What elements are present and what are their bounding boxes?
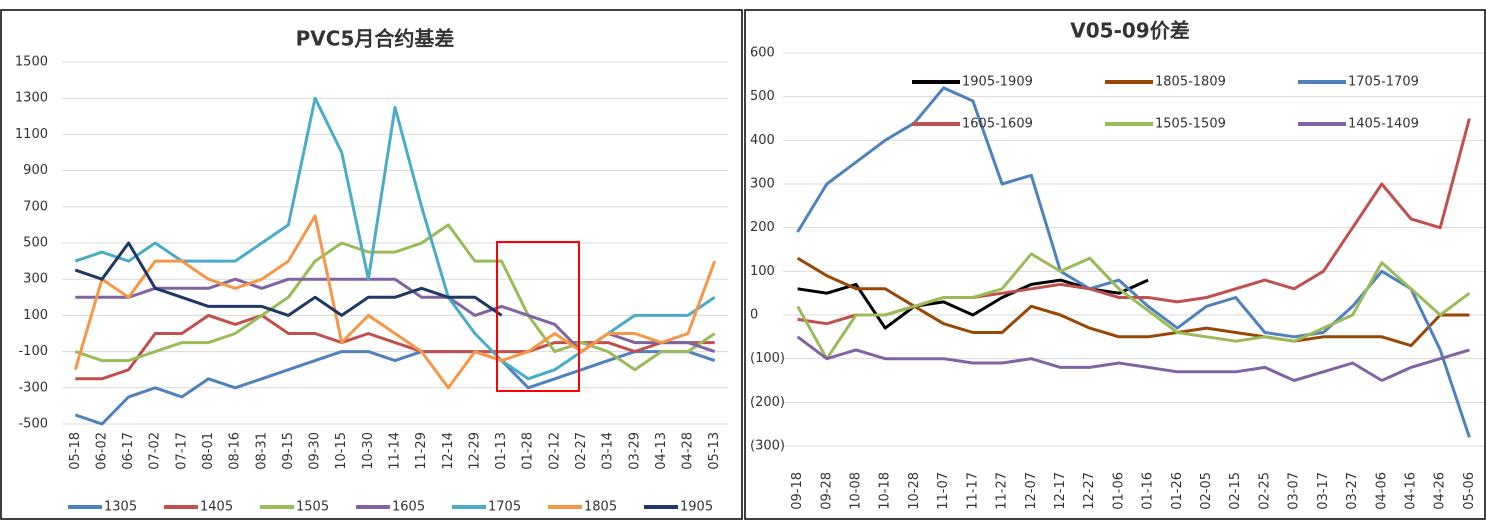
y-tick-label: 600 [750,46,775,61]
x-tick-label: 03-17 [1316,472,1331,510]
x-tick-label: 09-30 [308,432,323,470]
series-line [74,350,716,426]
y-tick-label: 400 [750,133,775,148]
x-tick-label: 02-15 [1228,472,1243,510]
legend-label: 1305 [104,500,137,515]
x-tick-label: 10-28 [907,472,922,510]
x-tick-label: 09-28 [819,472,834,510]
x-tick-label: 08-16 [228,432,243,470]
series-line [75,313,715,381]
x-tick-label: 01-06 [1111,472,1126,510]
x-tick-label: 01-26 [1170,472,1185,510]
y-tick-label: 1500 [15,55,48,70]
y-tick-label: (300) [750,439,785,454]
x-tick-label: 10-30 [361,432,376,470]
y-tick-label: -300 [18,380,48,395]
x-tick-label: 10-08 [849,472,864,510]
x-tick-label: 12-29 [467,432,482,470]
x-tick-label: 06-17 [121,432,136,470]
chart-title: PVC5月合约基差 [296,27,455,51]
legend-label: 1405-1409 [1348,117,1419,132]
y-tick-label: (200) [750,395,785,410]
y-tick-label: 300 [750,177,775,192]
y-tick-label: 100 [23,308,48,323]
y-tick-label: 0 [750,308,758,323]
y-tick-label: 900 [23,163,48,178]
x-tick-label: 02-27 [574,432,589,470]
x-tick-label: 11-07 [936,472,951,510]
x-tick-label: 04-28 [681,432,696,470]
x-tick-label: 01-16 [1141,472,1156,510]
x-tick-label: 12-17 [1053,472,1068,510]
legend-label: 1805-1809 [1155,75,1226,90]
x-tick-label: 03-29 [627,432,642,470]
highlight-box [496,241,580,392]
y-tick-label: -500 [18,417,48,432]
x-tick-label: 07-02 [148,432,163,470]
legend-label: 1905 [680,500,713,515]
x-tick-label: 03-14 [601,432,616,470]
legend-label: 1905-1909 [962,75,1033,90]
y-tick-label: 300 [23,272,48,287]
x-tick-label: 08-31 [254,432,269,470]
series-line [796,252,1471,361]
x-tick-label: 11-29 [414,432,429,470]
x-tick-label: 11-17 [965,472,980,510]
y-tick-label: 100 [750,264,775,279]
x-tick-label: 12-27 [1082,472,1097,510]
x-tick-label: 04-26 [1433,472,1448,510]
x-tick-label: 11-14 [388,432,403,470]
x-tick-label: 04-16 [1403,472,1418,510]
series-line [796,256,1470,348]
y-tick-label: 1300 [15,91,48,106]
legend-label: 1605-1609 [962,117,1033,132]
x-tick-label: 03-27 [1345,472,1360,510]
x-tick-label: 01-28 [521,432,536,470]
series-line [796,86,1471,438]
x-tick-label: 05-13 [707,432,722,470]
legend-label: 1705-1709 [1348,75,1419,90]
legend-label: 1805 [584,500,617,515]
legend-label: 1705 [488,500,521,515]
x-tick-label: 10-18 [878,472,893,510]
panel-border [744,9,1486,520]
x-tick-label: 09-18 [790,472,805,510]
y-tick-label: (100) [750,351,785,366]
x-tick-label: 11-27 [995,472,1010,510]
y-tick-label: 700 [23,199,48,214]
y-tick-label: 1100 [15,127,48,142]
legend-label: 1405 [200,500,233,515]
series-line [74,241,503,317]
x-tick-label: 10-15 [334,432,349,470]
plots: -500 -300 -100 100 300 500 700 900 1100 1300 1500 0… [15,46,1484,515]
x-tick-label: 02-25 [1257,472,1272,510]
chart-title: V05-09价差 [1070,19,1189,43]
legend-label: 1605 [392,500,425,515]
series-line [796,335,1470,382]
panel-border [0,9,743,520]
x-tick-label: 02-12 [547,432,562,470]
x-tick-label: 12-07 [1024,472,1039,510]
x-tick-label: 04-13 [654,432,669,470]
x-tick-label: 07-17 [174,432,189,470]
x-tick-label: 02-05 [1199,472,1214,510]
legend-label: 1505 [296,500,329,515]
x-tick-label: 04-06 [1374,472,1389,510]
x-tick-label: 01-13 [494,432,509,470]
x-tick-label: 12-14 [441,432,456,470]
x-tick-label: 08-01 [201,432,216,470]
x-tick-label: 05-06 [1462,472,1477,510]
y-tick-label: 500 [23,236,48,251]
series-line [73,214,717,390]
series-line [74,223,716,372]
x-tick-label: 03-07 [1287,472,1302,510]
x-tick-label: 05-18 [68,432,83,470]
x-tick-label: 09-15 [281,432,296,470]
y-tick-label: 200 [750,220,775,235]
legend-label: 1505-1509 [1155,117,1226,132]
y-tick-label: 500 [750,89,775,104]
y-tick-label: -100 [18,344,48,359]
x-tick-label: 06-02 [94,432,109,470]
